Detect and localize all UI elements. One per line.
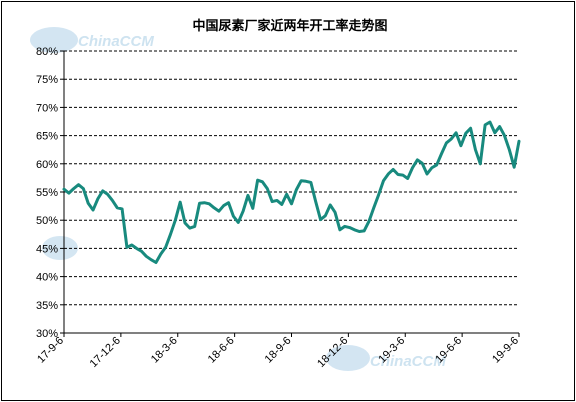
y-tick-label: 45%: [36, 243, 58, 255]
y-tick-label: 65%: [36, 131, 58, 143]
chart-title: 中国尿素厂家近两年开工率走势图: [192, 18, 387, 34]
x-tick-label: 19-9-6: [490, 335, 521, 366]
watermark-text: ChinaCCM: [78, 33, 154, 50]
y-tick-label: 60%: [36, 159, 58, 171]
y-tick-label: 70%: [36, 102, 58, 114]
y-tick-label: 40%: [36, 272, 58, 284]
x-tick-label: 18-6-6: [206, 335, 237, 366]
watermark-logo: ChinaCCM: [326, 345, 446, 371]
x-tick-label: 18-9-6: [263, 335, 294, 366]
y-tick-label: 55%: [36, 187, 58, 199]
gridlines: [64, 50, 519, 306]
y-tick-label: 50%: [36, 215, 58, 227]
y-tick-label: 30%: [36, 328, 58, 340]
series-line: [62, 120, 521, 264]
series-lines: [62, 120, 521, 264]
y-tick-label: 35%: [36, 300, 58, 312]
y-tick-label: 80%: [36, 46, 58, 58]
x-tick-label: 17-12-6: [88, 335, 123, 370]
x-tick-labels: 17-9-6 17-12-6 18-3-6 18-6-6 18-9-6 18-12-6 19…: [35, 335, 521, 370]
y-tick-label: 75%: [36, 74, 58, 86]
y-tick-labels: 30% 35% 40% 45% 50% 55% 60% 65% 70% 75% 80%: [36, 46, 58, 340]
watermark-text: ChinaCCM: [370, 353, 446, 370]
x-tick-label: 18-3-6: [149, 335, 180, 366]
axes: [60, 50, 520, 337]
watermark-logo: ChinaCCM: [30, 27, 154, 53]
x-tick-label: 19-6-6: [433, 335, 464, 366]
